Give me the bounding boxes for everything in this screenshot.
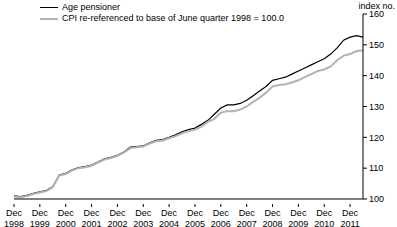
svg-text:Dec1999: Dec1999	[30, 208, 50, 227]
html-text:Age pensioner: Age pensioner	[62, 2, 120, 12]
svg-text:Dec2002: Dec2002	[107, 208, 127, 227]
html-text:index no.: index no.	[358, 1, 395, 11]
svg-text:Dec2001: Dec2001	[82, 208, 102, 227]
svg-text:Dec2010: Dec2010	[314, 208, 334, 227]
svg-text:150: 150	[369, 40, 384, 50]
svg-text:Dec1998: Dec1998	[8, 208, 24, 227]
svg-text:130: 130	[369, 102, 384, 112]
svg-text:Dec2005: Dec2005	[185, 208, 205, 227]
svg-text:140: 140	[369, 71, 384, 81]
svg-text:120: 120	[369, 133, 384, 143]
svg-text:Dec2008: Dec2008	[263, 208, 283, 227]
svg-text:100: 100	[369, 194, 384, 204]
svg-text:Dec2003: Dec2003	[133, 208, 153, 227]
svg-text:Dec2011: Dec2011	[340, 208, 359, 227]
svg-text:Dec2006: Dec2006	[211, 208, 231, 227]
svg-text:Dec2009: Dec2009	[288, 208, 308, 227]
svg-text:160: 160	[369, 9, 384, 20]
svg-text:Dec2007: Dec2007	[237, 208, 257, 227]
svg-text:Dec2000: Dec2000	[56, 208, 76, 227]
svg-text:Dec2004: Dec2004	[159, 208, 179, 227]
html-text:CPI re-referenced to base of J: CPI re-referenced to base of June quarte…	[62, 13, 284, 23]
svg-text:110: 110	[369, 163, 383, 173]
